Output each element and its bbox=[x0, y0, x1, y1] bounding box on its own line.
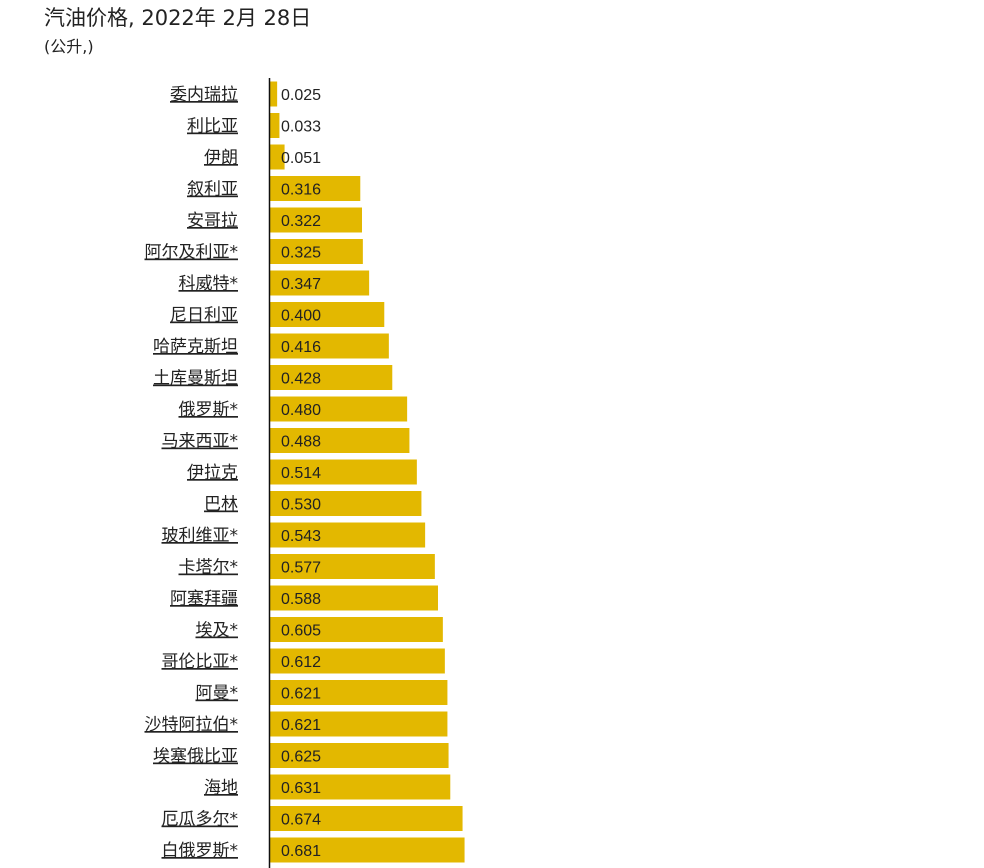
chart-subtitle: (公升,) bbox=[44, 37, 94, 56]
bar bbox=[270, 648, 445, 674]
value-label: 0.543 bbox=[281, 528, 321, 545]
value-label: 0.416 bbox=[281, 339, 321, 356]
category-label[interactable]: 沙特阿拉伯* bbox=[145, 715, 239, 735]
value-label: 0.322 bbox=[281, 213, 321, 230]
bar bbox=[270, 617, 443, 642]
category-label[interactable]: 埃及* bbox=[196, 621, 239, 641]
value-label: 0.514 bbox=[281, 465, 321, 482]
bar bbox=[270, 270, 370, 296]
bar bbox=[270, 774, 451, 800]
bar bbox=[270, 806, 463, 831]
value-label: 0.631 bbox=[281, 780, 321, 797]
value-label: 0.674 bbox=[281, 812, 321, 829]
category-label[interactable]: 尼日利亚 bbox=[170, 306, 238, 326]
category-label[interactable]: 海地 bbox=[204, 778, 238, 798]
bar bbox=[270, 459, 417, 485]
bar bbox=[270, 396, 408, 422]
value-label: 0.530 bbox=[281, 497, 321, 514]
bar bbox=[270, 711, 448, 737]
bar bbox=[270, 743, 449, 768]
value-label: 0.621 bbox=[281, 686, 321, 703]
category-label[interactable]: 巴林 bbox=[204, 495, 238, 515]
bar bbox=[270, 365, 393, 390]
bar bbox=[270, 113, 280, 138]
value-label: 0.316 bbox=[281, 182, 321, 199]
category-label[interactable]: 安哥拉 bbox=[187, 211, 238, 231]
value-label: 0.325 bbox=[281, 245, 321, 262]
category-label[interactable]: 伊朗 bbox=[204, 148, 238, 168]
bar bbox=[270, 239, 363, 264]
bar bbox=[270, 837, 465, 863]
category-label[interactable]: 哈萨克斯坦 bbox=[153, 337, 238, 357]
chart-title: 汽油价格, 2022年 2月 28日 bbox=[44, 6, 312, 30]
value-label: 0.577 bbox=[281, 560, 321, 577]
category-label[interactable]: 伊拉克 bbox=[187, 463, 238, 483]
value-label: 0.051 bbox=[281, 150, 321, 167]
value-label: 0.025 bbox=[281, 87, 321, 104]
bar bbox=[270, 81, 278, 107]
category-label[interactable]: 俄罗斯* bbox=[179, 400, 239, 420]
category-label[interactable]: 委内瑞拉 bbox=[170, 85, 238, 105]
value-label: 0.588 bbox=[281, 591, 321, 608]
value-label: 0.428 bbox=[281, 371, 321, 388]
bar bbox=[270, 585, 438, 611]
value-label: 0.621 bbox=[281, 717, 321, 734]
value-label: 0.488 bbox=[281, 434, 321, 451]
category-label[interactable]: 叙利亚 bbox=[187, 180, 238, 200]
value-label: 0.612 bbox=[281, 654, 321, 671]
category-label[interactable]: 卡塔尔* bbox=[179, 558, 239, 578]
category-label[interactable]: 白俄罗斯* bbox=[162, 841, 239, 861]
bar bbox=[270, 522, 426, 548]
value-label: 0.681 bbox=[281, 843, 321, 860]
category-label[interactable]: 利比亚 bbox=[187, 117, 238, 137]
bar bbox=[270, 207, 362, 233]
labels-layer: 委内瑞拉 0.025 利比亚 0.033 伊朗 0.051 叙利亚 0.316 安哥拉 0.322… bbox=[145, 85, 322, 861]
category-label[interactable]: 马来西亚* bbox=[162, 432, 239, 452]
bar bbox=[270, 302, 385, 327]
value-label: 0.033 bbox=[281, 119, 321, 136]
category-label[interactable]: 科威特* bbox=[179, 274, 239, 294]
category-label[interactable]: 土库曼斯坦 bbox=[153, 369, 238, 389]
bar bbox=[270, 554, 435, 579]
category-label[interactable]: 埃塞俄比亚 bbox=[153, 747, 238, 767]
bar bbox=[270, 428, 410, 453]
bar bbox=[270, 333, 389, 359]
bar bbox=[270, 491, 422, 516]
value-label: 0.605 bbox=[281, 623, 321, 640]
value-label: 0.400 bbox=[281, 308, 321, 325]
value-label: 0.347 bbox=[281, 276, 321, 293]
category-label[interactable]: 玻利维亚* bbox=[162, 526, 239, 546]
category-label[interactable]: 厄瓜多尔* bbox=[162, 810, 239, 830]
category-label[interactable]: 阿曼* bbox=[196, 684, 239, 704]
bars-layer bbox=[270, 81, 465, 863]
bar bbox=[270, 176, 361, 201]
value-label: 0.480 bbox=[281, 402, 321, 419]
bar bbox=[270, 144, 285, 170]
category-label[interactable]: 哥伦比亚* bbox=[162, 652, 239, 672]
category-label[interactable]: 阿尔及利亚* bbox=[145, 243, 239, 263]
value-label: 0.625 bbox=[281, 749, 321, 766]
category-label[interactable]: 阿塞拜疆 bbox=[170, 589, 238, 609]
bar bbox=[270, 680, 448, 705]
